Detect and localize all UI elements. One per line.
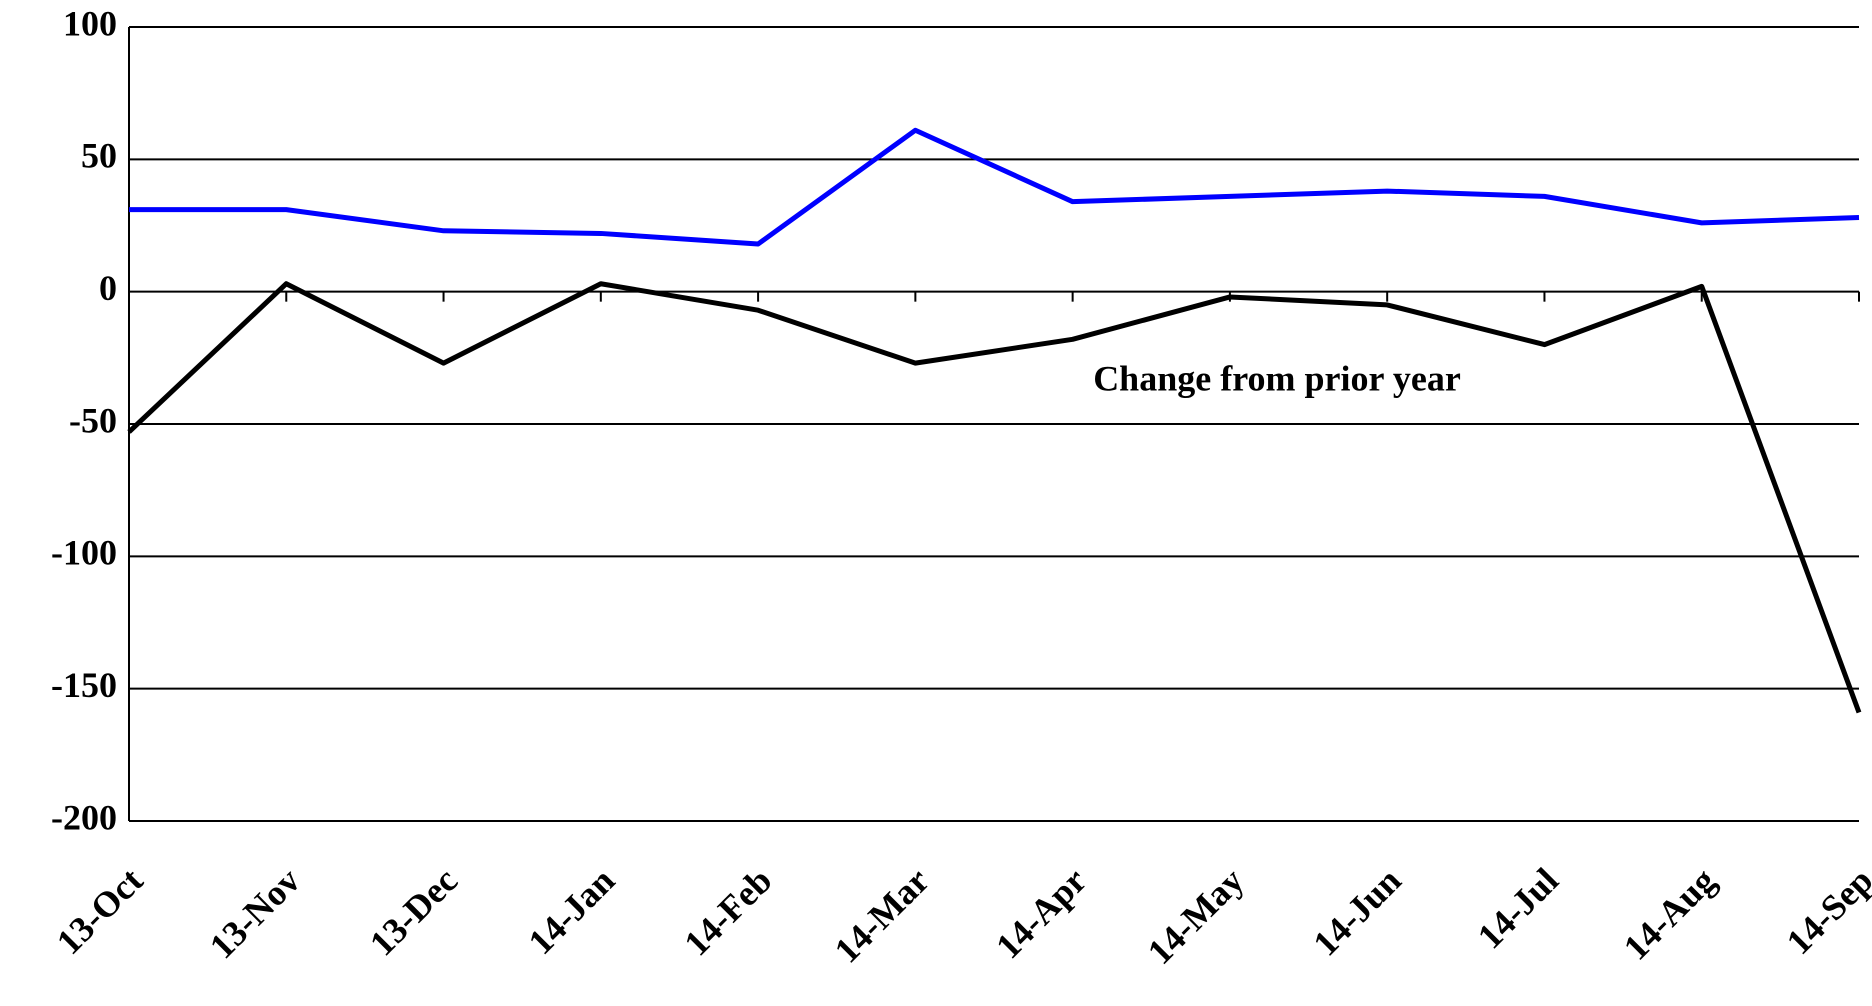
x-tick-label: 14-Jun: [1305, 860, 1408, 963]
x-tick-label: 13-Nov: [202, 860, 308, 966]
y-tick-label: -50: [69, 400, 117, 440]
x-tick-label: 14-May: [1140, 860, 1252, 972]
series-line: [129, 127, 1860, 247]
x-tick-label: 13-Dec: [362, 860, 465, 963]
x-tick-label: 14-Aug: [1616, 860, 1723, 967]
plot: -200 -150 -100 -50 0 50 100 13-Oct 13-Nov 13-Dec 1…: [49, 3, 1872, 972]
x-tick-label: 13-Oct: [49, 860, 151, 962]
series-line: [127, 281, 1862, 714]
y-tick-label: 50: [81, 136, 117, 176]
x-tick-label: 14-Jul: [1470, 860, 1566, 956]
x-tick-label: 14-Apr: [988, 860, 1094, 966]
x-tick-label: 14-Sep: [1779, 860, 1872, 962]
x-tick-label: 14-Mar: [827, 860, 937, 970]
x-tick-label: 14-Feb: [676, 860, 779, 963]
y-tick-label: -100: [51, 533, 117, 573]
y-tick-label: 0: [99, 268, 117, 308]
y-tick-label: -200: [51, 797, 117, 837]
x-tick-label: 14-Jan: [520, 860, 622, 962]
annotation: Change from prior year: [1093, 358, 1461, 398]
y-tick-label: -150: [51, 665, 117, 705]
y-tick-label: 100: [63, 3, 117, 43]
